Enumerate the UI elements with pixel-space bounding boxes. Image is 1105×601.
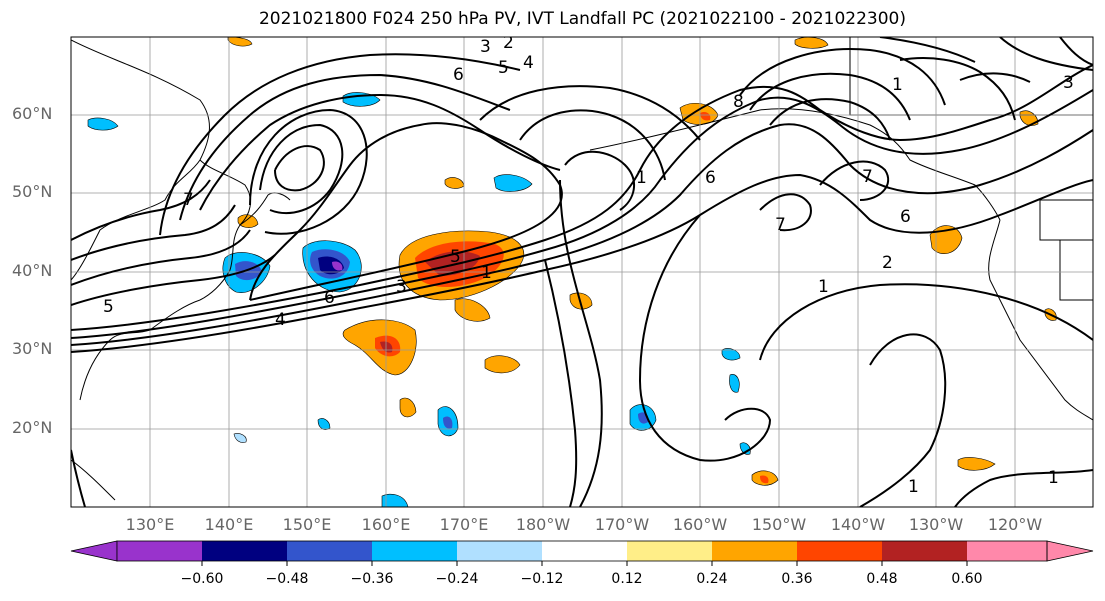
lat-label: 20°N bbox=[12, 418, 53, 437]
colorbar-max-arrow bbox=[1046, 540, 1094, 562]
lon-label: 120°W bbox=[987, 515, 1043, 534]
coastlines bbox=[71, 37, 1093, 501]
contour-label: 4 bbox=[523, 53, 534, 73]
contour-label: 1 bbox=[908, 477, 919, 497]
gridlines bbox=[71, 37, 1093, 507]
colorbar-swatch bbox=[882, 541, 967, 561]
colorbar-min-arrow bbox=[70, 540, 118, 562]
contour-label: 6 bbox=[453, 65, 464, 85]
colorbar-swatch bbox=[712, 541, 797, 561]
colorbar-swatch bbox=[287, 541, 372, 561]
contour-label: 1 bbox=[481, 263, 492, 283]
colorbar-tick-label: 0.24 bbox=[696, 571, 728, 587]
contour-label: 7 bbox=[183, 190, 194, 210]
colorbar-swatch bbox=[542, 541, 627, 561]
colorbar-swatch bbox=[627, 541, 712, 561]
lon-label: 150°W bbox=[751, 515, 807, 534]
colorbar bbox=[70, 540, 1094, 566]
contour-label: 3 bbox=[480, 37, 491, 57]
colorbar-tick-label: −0.60 bbox=[180, 571, 224, 587]
colorbar-swatch bbox=[202, 541, 287, 561]
colorbar-tick-label: −0.24 bbox=[435, 571, 479, 587]
lat-label: 30°N bbox=[12, 339, 53, 358]
contour-labels: 3 2 4 5 6 8 1 7 3 6 1 7 6 5 7 4 6 5 3 1 … bbox=[103, 33, 1074, 497]
contour-label: 3 bbox=[396, 277, 407, 297]
lat-label: 40°N bbox=[12, 261, 53, 280]
contour-label: 1 bbox=[636, 168, 647, 188]
colorbar-swatch bbox=[117, 541, 202, 561]
colorbar-tick-label: −0.36 bbox=[350, 571, 394, 587]
lon-label: 130°E bbox=[125, 515, 175, 534]
contour-label: 2 bbox=[503, 33, 514, 53]
contour-label: 1 bbox=[892, 75, 903, 95]
contour-label: 5 bbox=[498, 58, 509, 78]
ivt-contours bbox=[71, 37, 1093, 507]
contour-label: 3 bbox=[1063, 73, 1074, 93]
contour-label: 5 bbox=[450, 247, 461, 267]
contour-label: 6 bbox=[900, 207, 911, 227]
contour-label: 2 bbox=[882, 253, 893, 273]
contour-label: 5 bbox=[103, 297, 114, 317]
contour-label: 1 bbox=[818, 277, 829, 297]
lon-label: 160°E bbox=[361, 515, 411, 534]
lon-label: 170°E bbox=[439, 515, 489, 534]
contour-label: 1 bbox=[1048, 468, 1059, 488]
lat-label: 60°N bbox=[12, 104, 53, 123]
lon-label: 130°W bbox=[908, 515, 964, 534]
lon-label: 150°E bbox=[282, 515, 332, 534]
contour-label: 7 bbox=[775, 215, 786, 235]
colorbar-tick-label: 0.12 bbox=[611, 571, 643, 587]
colorbar-swatch bbox=[457, 541, 542, 561]
lon-label: 140°W bbox=[830, 515, 886, 534]
colorbar-tick-label: −0.48 bbox=[265, 571, 309, 587]
lon-label: 140°E bbox=[204, 515, 254, 534]
colorbar-swatch bbox=[797, 541, 882, 561]
lon-label: 180°W bbox=[515, 515, 571, 534]
map-title: 2021021800 F024 250 hPa PV, IVT Landfall… bbox=[258, 9, 906, 29]
map-frame bbox=[70, 36, 1094, 508]
colorbar-tick-label: −0.12 bbox=[520, 571, 564, 587]
lon-label: 170°W bbox=[594, 515, 650, 534]
colorbar-tick-label: 0.48 bbox=[866, 571, 898, 587]
colorbar-tick-label: 0.36 bbox=[781, 571, 813, 587]
contour-label: 7 bbox=[862, 167, 873, 187]
colorbar-swatch bbox=[372, 541, 457, 561]
lat-label: 50°N bbox=[12, 182, 53, 201]
colorbar-swatch bbox=[967, 541, 1047, 561]
colorbar-tick-label: 0.60 bbox=[951, 571, 983, 587]
contour-label: 8 bbox=[733, 92, 744, 112]
contour-label: 6 bbox=[324, 288, 335, 308]
contour-label: 6 bbox=[705, 168, 716, 188]
colorbar-outline bbox=[116, 540, 1048, 562]
lon-label: 160°W bbox=[672, 515, 728, 534]
contour-label: 4 bbox=[275, 310, 286, 330]
